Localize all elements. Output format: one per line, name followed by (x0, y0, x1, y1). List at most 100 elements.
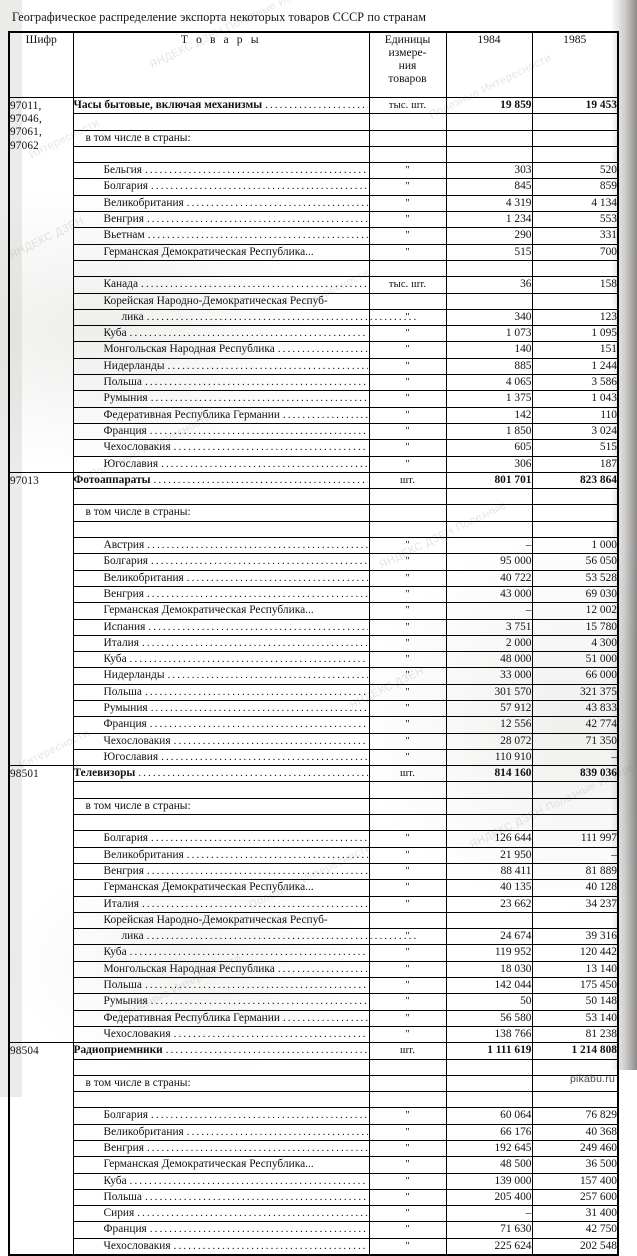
country-cell-continuation: лика (72, 308, 370, 327)
country-label: Германская Демократическая Республика... (103, 881, 314, 894)
country-cell: Корейская Народно-Демократическая Респуб… (72, 911, 370, 930)
value-1985 (531, 292, 619, 310)
value-1985: 53 528 (531, 569, 619, 587)
spacer (72, 814, 370, 832)
leader-dots (145, 978, 368, 993)
value-1984: 1 234 (445, 211, 533, 229)
country-label: Польша (103, 376, 142, 389)
unit-cell: " (368, 455, 447, 473)
leader-dots (130, 945, 368, 960)
country-label: Корейская Народно-Демократическая Респуб… (103, 913, 328, 926)
value-1984: 225 624 (445, 1237, 533, 1256)
value-1985: 36 500 (531, 1156, 619, 1174)
value-1985: 42 750 (531, 1221, 619, 1239)
country-cell: Чехословакия (72, 439, 370, 457)
section-name-cell: Радиоприемники (72, 1042, 370, 1060)
country-row: Великобритания "21 950– (9, 846, 619, 864)
section-total-1984: 19 859 (445, 96, 533, 115)
spacer (368, 520, 447, 539)
spacer (72, 259, 370, 278)
value-1985: 50 148 (531, 993, 619, 1011)
unit-cell: " (368, 618, 447, 636)
leader-dots (151, 1108, 367, 1123)
leader-dots (151, 994, 368, 1009)
subheading-label: в том числе в страны: (85, 799, 191, 812)
value-1985: 76 829 (531, 1107, 619, 1125)
value-1984: 290 (445, 227, 533, 245)
value-1985: 123 (531, 308, 619, 327)
leader-dots (151, 391, 368, 406)
section-total-1984: 1 111 619 (445, 1042, 533, 1060)
value-1985: 40 368 (531, 1123, 619, 1142)
country-label: Великобритания (103, 571, 184, 584)
unit-cell: " (368, 1139, 447, 1158)
country-cell: Франция (72, 422, 370, 441)
value-1984: 140 (445, 341, 533, 359)
country-label: Чехословакия (103, 734, 171, 747)
value-1984: 95 000 (445, 553, 533, 571)
value-1984: 138 766 (445, 1025, 533, 1044)
country-label: Сирия (103, 1207, 135, 1220)
country-label: Германская Демократическая Республика... (103, 245, 314, 258)
unit-cell: " (368, 993, 447, 1011)
country-label: Федеративная Республика Германии (103, 1011, 280, 1024)
country-label: Польша (103, 979, 142, 992)
country-label: Монгольская Народная Республика (103, 962, 275, 975)
unit-cell: " (368, 944, 447, 962)
value-1985: 700 (531, 243, 619, 261)
country-label: Великобритания (103, 196, 184, 209)
country-cell: Бельгия (72, 162, 370, 180)
leader-dots (151, 554, 367, 569)
country-cell: Германская Демократическая Республика... (72, 1156, 370, 1174)
value-1985: 53 140 (531, 1009, 619, 1027)
leader-dots (150, 424, 368, 439)
value-1984: 110 910 (445, 748, 533, 767)
value-1984: 142 044 (445, 977, 533, 995)
spacer (445, 113, 533, 131)
subheading-row: в том числе в страны: (9, 797, 619, 816)
country-row: Германская Демократическая Республика...… (9, 879, 619, 897)
value-1985: 66 000 (531, 667, 619, 685)
country-cell: Монгольская Народная Республика (72, 341, 370, 359)
country-cell: Франция (72, 716, 370, 734)
unit-cell: " (368, 162, 447, 180)
country-label: Нидерланды (103, 669, 165, 682)
value-1985: 69 030 (531, 585, 619, 604)
country-cell: Куба (72, 944, 370, 962)
value-1984: 2 000 (445, 634, 533, 653)
value-1984: 50 (445, 993, 533, 1011)
subheading-cell: в том числе в страны: (72, 1074, 370, 1093)
country-row: Корейская Народно-Демократическая Респуб… (9, 911, 619, 930)
unit-cell: тыс. шт. (368, 276, 447, 294)
value-1984: 43 000 (445, 585, 533, 604)
leader-dots (283, 408, 368, 423)
value-1985: 34 237 (531, 895, 619, 913)
spacer (368, 1058, 447, 1076)
country-row: Югославия "110 910– (9, 748, 619, 767)
country-label: Румыния (103, 392, 148, 405)
unit-cell: " (368, 1172, 447, 1190)
unit-cell: " (368, 178, 447, 196)
unit-cell: " (368, 602, 447, 620)
country-cell: Сирия (72, 1205, 370, 1223)
leader-dots (138, 766, 367, 781)
country-cell: Федеративная Республика Германии (72, 406, 370, 424)
value-1985: 51 000 (531, 651, 619, 669)
unit-cell: " (368, 1221, 447, 1239)
value-1984: 1 850 (445, 422, 533, 441)
spacer (72, 781, 370, 799)
spacer (531, 781, 619, 799)
leader-dots (278, 342, 368, 357)
country-label: Федеративная Республика Германии (103, 408, 280, 421)
